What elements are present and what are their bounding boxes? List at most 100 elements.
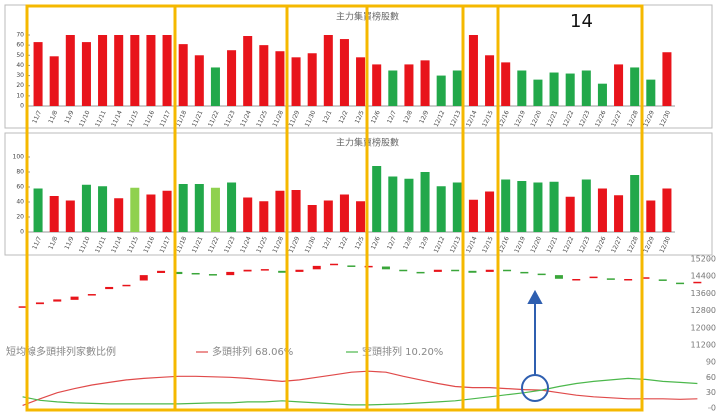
x-tick-label: 11/17 xyxy=(159,235,173,254)
x-tick-label: 12/14 xyxy=(465,109,479,128)
bar xyxy=(227,182,237,232)
bar xyxy=(146,35,156,106)
bar xyxy=(98,35,108,106)
series-line xyxy=(22,377,698,406)
bar xyxy=(114,198,124,232)
x-tick-label: 12/6 xyxy=(370,109,382,124)
bar xyxy=(307,53,317,106)
candle-body xyxy=(122,284,131,287)
y-tick-label: 13600 xyxy=(691,289,716,298)
x-tick-label: 12/29 xyxy=(642,109,656,128)
x-tick-label: 12/28 xyxy=(626,235,640,254)
overlay xyxy=(25,4,644,412)
bar xyxy=(420,172,430,232)
bar xyxy=(65,200,75,232)
y-tick-label: 15200 xyxy=(691,255,716,264)
x-tick-label: 12/19 xyxy=(513,109,527,128)
bar xyxy=(468,199,478,232)
bar xyxy=(339,39,349,106)
candle-body xyxy=(87,294,96,296)
candle-body xyxy=(243,269,252,272)
x-tick-label: 12/6 xyxy=(370,235,382,250)
bar xyxy=(646,79,656,106)
bar xyxy=(420,60,430,106)
candle-body xyxy=(416,271,425,274)
bar xyxy=(662,188,672,232)
y-tick-label: 20 xyxy=(16,82,24,89)
x-tick-label: 12/27 xyxy=(610,235,624,254)
blue-arrow xyxy=(521,289,549,402)
x-tick-label: 11/7 xyxy=(31,235,43,250)
x-tick-label: 12/22 xyxy=(562,109,576,128)
candle-body xyxy=(157,270,166,273)
bar xyxy=(275,190,285,232)
candle-body xyxy=(468,270,477,273)
x-tick-label: 11/10 xyxy=(78,109,92,128)
x-tick-label: 11/30 xyxy=(304,235,318,254)
x-tick-label: 11/9 xyxy=(63,235,75,250)
bar xyxy=(630,175,640,232)
bar xyxy=(581,70,591,106)
bar xyxy=(565,73,575,106)
x-tick-label: 11/16 xyxy=(142,109,156,128)
x-tick-label: 12/2 xyxy=(338,109,350,124)
bar xyxy=(81,42,91,106)
bar xyxy=(614,195,624,232)
x-tick-label: 12/30 xyxy=(658,109,672,128)
x-tick-label: 12/30 xyxy=(658,235,672,254)
x-tick-label: 12/5 xyxy=(354,109,366,124)
bar xyxy=(178,44,188,106)
bar xyxy=(549,181,559,232)
candle-body xyxy=(312,265,321,270)
x-tick-label: 11/8 xyxy=(47,235,59,250)
bar xyxy=(259,45,269,106)
candle-body xyxy=(572,278,581,281)
bar xyxy=(436,75,446,106)
bar xyxy=(404,178,414,232)
legend-label: 空頭排列 10.20% xyxy=(362,345,443,358)
bar xyxy=(356,201,366,232)
panel-frame xyxy=(4,132,713,256)
candle-body xyxy=(624,278,633,281)
bar xyxy=(178,184,188,232)
bar xyxy=(533,79,543,106)
x-tick-label: 11/23 xyxy=(223,235,237,254)
bar xyxy=(404,64,414,106)
y-tick-label: 14400 xyxy=(691,272,716,281)
bar xyxy=(210,67,220,106)
candle-body xyxy=(381,266,390,270)
x-tick-label: 12/14 xyxy=(465,235,479,254)
highlight-circle xyxy=(521,374,549,402)
candle-body xyxy=(295,269,304,272)
bar xyxy=(372,166,382,232)
candle-body xyxy=(35,302,44,305)
candle-body xyxy=(53,299,62,302)
x-tick-label: 12/15 xyxy=(481,109,495,128)
x-tick-label: 11/11 xyxy=(94,235,108,254)
bar xyxy=(130,187,140,232)
candle-body xyxy=(18,306,27,308)
y-tick-label: 11200 xyxy=(691,341,716,350)
y-tick-label: 12800 xyxy=(691,306,716,315)
x-tick-label: 12/19 xyxy=(513,235,527,254)
bar xyxy=(210,187,220,232)
x-tick-label: 12/7 xyxy=(386,235,398,250)
y-tick-label: 70 xyxy=(16,32,24,39)
bar xyxy=(597,83,607,106)
x-tick-label: 11/30 xyxy=(304,109,318,128)
bar xyxy=(597,188,607,232)
bar xyxy=(194,184,204,232)
candle-body xyxy=(676,282,685,285)
bar xyxy=(517,181,527,232)
x-tick-label: 11/23 xyxy=(223,109,237,128)
x-tick-label: 11/24 xyxy=(239,235,253,254)
x-tick-label: 11/7 xyxy=(31,109,43,124)
x-tick-label: 12/27 xyxy=(610,109,624,128)
candle-body xyxy=(278,270,287,273)
candle-body xyxy=(208,274,217,276)
y-tick-label: 0 xyxy=(711,404,716,413)
x-tick-label: 12/5 xyxy=(354,235,366,250)
bar xyxy=(388,70,398,106)
y-tick-label: 60 xyxy=(16,184,24,191)
